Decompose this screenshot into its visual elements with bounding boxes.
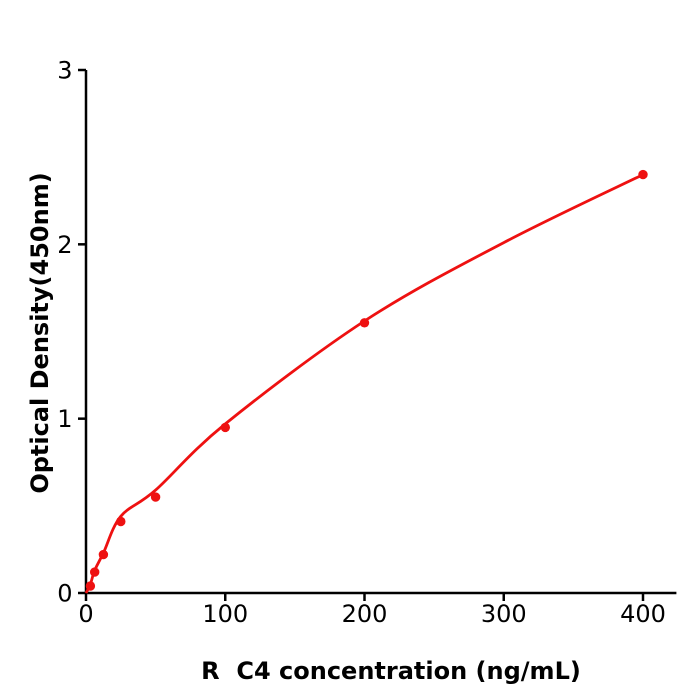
x-tick-label: 200 [342,600,388,628]
y-tick-label: 1 [57,405,72,433]
data-point [98,549,109,560]
fit-curve-group [84,173,644,594]
data-point [85,581,96,591]
x-tick-label: 300 [481,600,527,628]
data-point [116,516,126,527]
y-axis-title: Optical Density(450nm) [26,172,54,493]
data-point [90,567,100,577]
x-tick-label: 400 [620,600,666,628]
data-point [220,422,230,433]
data-point [359,318,370,328]
ticks-group: 0 1 2 3 0 100 200 300 400 [57,57,666,628]
x-tick-label: 100 [202,600,248,628]
axis-spines [84,70,677,595]
y-tick-label: 2 [57,231,72,259]
axes-group [84,70,677,595]
y-tick-label: 3 [57,57,72,85]
x-tick-label: 0 [78,600,93,628]
y-tick-label: 0 [57,580,72,608]
x-axis-title: R C4 concentration (ng/mL) [201,657,581,685]
data-point [638,169,648,180]
data-points-group [85,169,648,591]
fit-curve-line [84,173,644,594]
data-point [150,492,161,502]
